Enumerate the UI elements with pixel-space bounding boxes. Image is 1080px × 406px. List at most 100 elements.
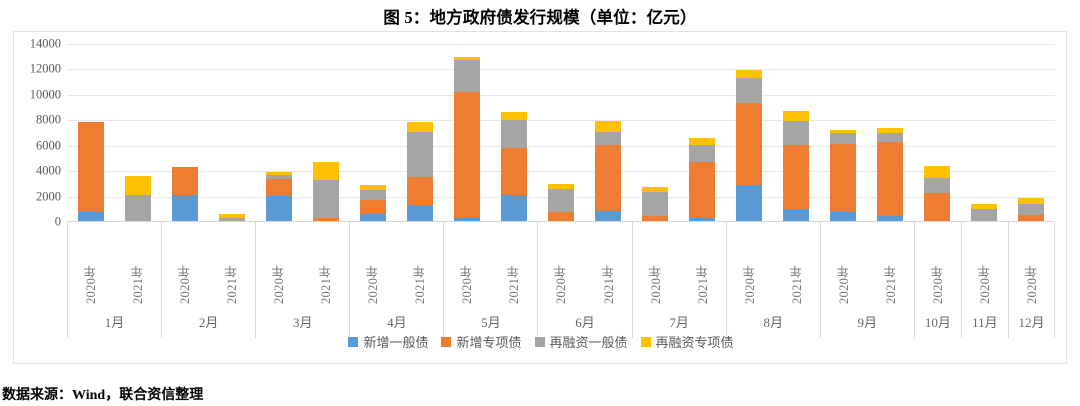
bar-segment-series-2 xyxy=(312,218,339,222)
bar-stack xyxy=(77,121,104,222)
bar-stack xyxy=(830,129,857,222)
category-tick-line xyxy=(349,222,351,338)
bar-segment-series-4 xyxy=(783,111,810,122)
year-tick-label: 2020年 xyxy=(272,265,287,304)
month-group-label: 8月 xyxy=(763,314,783,330)
bar-segment-series-3 xyxy=(642,192,669,217)
y-axis-tick-label: 10000 xyxy=(29,87,61,102)
bar-segment-series-3 xyxy=(1018,204,1045,216)
bar-segment-series-1 xyxy=(77,211,104,222)
bar-stack xyxy=(359,185,386,222)
year-tick-cell: 2020年 xyxy=(255,222,302,304)
legend-swatch-icon xyxy=(441,336,452,347)
year-tick-cell: 2021年 xyxy=(773,222,820,304)
month-group-label: 10月 xyxy=(924,314,951,330)
legend-item[interactable]: 再融资专项债 xyxy=(640,332,734,351)
legend-label: 再融资专项债 xyxy=(655,335,734,350)
bar-stack xyxy=(971,204,998,222)
gridline xyxy=(67,145,1055,147)
legend-item[interactable]: 新增一般债 xyxy=(348,332,428,351)
bar-stack xyxy=(689,138,716,222)
year-tick-label: 2020年 xyxy=(836,265,851,304)
bar-segment-series-4 xyxy=(642,187,669,193)
year-tick-cell: 2020年 xyxy=(161,222,208,304)
bar-segment-series-2 xyxy=(359,199,386,215)
chart-legend: 新增一般债 新增专项债 再融资一般债 再融资专项债 xyxy=(14,332,1068,351)
plot-wrapper: 14000 12000 10000 8000 6000 4000 2000 0 2020年 20… xyxy=(14,32,1068,365)
gridline xyxy=(67,69,1055,71)
year-tick-cell: 2020年 xyxy=(820,222,867,304)
bar-segment-series-4 xyxy=(265,172,292,175)
bar-segment-series-4 xyxy=(830,129,857,134)
bar-segment-series-2 xyxy=(171,167,198,195)
bar-segment-series-1 xyxy=(359,214,386,222)
bar-segment-series-4 xyxy=(736,69,763,78)
bar-segment-series-3 xyxy=(971,208,998,222)
month-group-label: 3月 xyxy=(292,314,313,330)
month-group-label: 5月 xyxy=(481,314,501,330)
bar-segment-series-3 xyxy=(265,174,292,179)
year-tick-label: 2020年 xyxy=(178,265,193,304)
year-tick-cell: 2021年 xyxy=(679,222,726,304)
bar-segment-series-3 xyxy=(689,144,716,162)
year-tick-label: 2021年 xyxy=(883,265,898,304)
category-tick-line xyxy=(537,222,539,338)
legend-label: 新增一般债 xyxy=(363,335,429,350)
y-axis-tick-label: 6000 xyxy=(36,138,61,153)
year-tick-label: 2020年 xyxy=(554,265,569,304)
bar-segment-series-1 xyxy=(783,209,810,222)
y-axis-tick-label: 2000 xyxy=(36,189,61,204)
bar-segment-series-2 xyxy=(1018,215,1045,222)
bar-stack xyxy=(783,111,810,222)
month-group-label: 6月 xyxy=(575,314,595,330)
gridline xyxy=(67,120,1055,122)
category-tick-line xyxy=(255,222,257,338)
y-axis-tick-label: 0 xyxy=(54,214,61,229)
gridline xyxy=(67,171,1055,173)
legend-item[interactable]: 新增专项债 xyxy=(441,332,522,351)
bar-stack xyxy=(124,176,151,222)
bars-layer xyxy=(67,44,1055,222)
year-tick-cell: 2021年 xyxy=(302,222,349,304)
bar-segment-series-4 xyxy=(689,138,716,145)
category-tick-line xyxy=(725,222,727,338)
bar-segment-series-2 xyxy=(500,147,527,195)
bar-segment-series-4 xyxy=(877,127,904,133)
year-tick-cell: 2020年 xyxy=(726,222,773,304)
source-note: 数据来源：Wind，联合资信整理 xyxy=(2,388,204,403)
bar-segment-series-4 xyxy=(124,176,151,196)
year-tick-label: 2020年 xyxy=(460,265,475,304)
legend-swatch-icon xyxy=(348,336,359,347)
year-tick-label: 2021年 xyxy=(601,265,616,304)
bar-stack xyxy=(312,162,339,222)
year-tick-label: 2021年 xyxy=(789,265,804,304)
legend-swatch-icon xyxy=(534,336,545,347)
bar-segment-series-2 xyxy=(265,178,292,197)
month-group-label: 1月 xyxy=(104,314,125,330)
legend-label: 再融资一般债 xyxy=(549,335,628,350)
month-label-row: 1月 2月 3月 4月 5月 6月 7月 8月 9月 10月 11月 12月 xyxy=(67,304,1055,338)
bar-segment-series-3 xyxy=(783,121,810,146)
bar-stack xyxy=(500,112,527,222)
legend-item[interactable]: 再融资一般债 xyxy=(534,332,628,351)
category-tick-line xyxy=(631,222,633,338)
category-tick-line xyxy=(1007,222,1009,338)
bar-segment-series-3 xyxy=(500,119,527,148)
bar-stack xyxy=(595,120,622,222)
year-tick-label: 2020年 xyxy=(366,265,381,304)
bar-segment-series-3 xyxy=(877,132,904,142)
year-tick-cell: 2021年 xyxy=(396,222,443,304)
axis-baseline xyxy=(67,221,1055,222)
bar-segment-series-2 xyxy=(453,91,480,218)
year-tick-label: 2021年 xyxy=(413,265,428,304)
bar-segment-series-2 xyxy=(783,145,810,210)
category-axis: 2020年 2021年 2020年 2021年 2020年 2021年 2020年 2021年… xyxy=(67,222,1055,340)
bar-segment-series-2 xyxy=(736,103,763,186)
bar-segment-series-3 xyxy=(736,77,763,104)
bar-segment-series-1 xyxy=(265,196,292,222)
bar-segment-series-4 xyxy=(500,112,527,120)
year-tick-cell: 2020年 xyxy=(1008,222,1055,304)
bar-segment-series-3 xyxy=(453,60,480,92)
year-tick-label: 2021年 xyxy=(131,265,146,304)
